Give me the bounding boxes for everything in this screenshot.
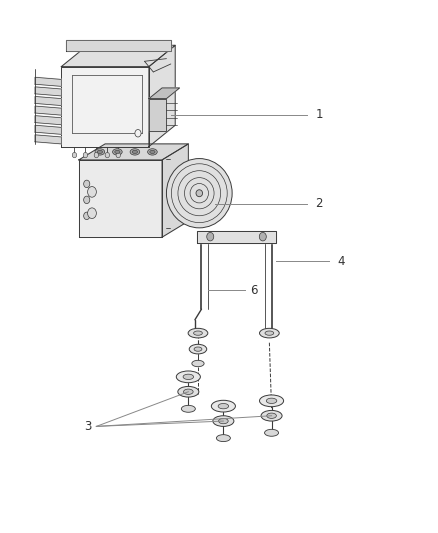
Circle shape — [259, 232, 266, 241]
Circle shape — [88, 187, 96, 197]
Ellipse shape — [113, 149, 122, 155]
Ellipse shape — [132, 150, 138, 154]
Circle shape — [94, 152, 99, 158]
Ellipse shape — [211, 400, 236, 412]
Ellipse shape — [265, 331, 274, 335]
Text: 4: 4 — [337, 255, 345, 268]
Polygon shape — [35, 87, 61, 96]
Polygon shape — [35, 135, 61, 144]
Ellipse shape — [265, 430, 279, 436]
Ellipse shape — [95, 149, 105, 155]
Text: 2: 2 — [315, 197, 323, 210]
Ellipse shape — [194, 331, 202, 335]
Polygon shape — [149, 99, 166, 131]
Ellipse shape — [218, 403, 229, 409]
Ellipse shape — [176, 371, 200, 383]
Ellipse shape — [166, 159, 232, 228]
Ellipse shape — [267, 413, 276, 418]
Polygon shape — [149, 88, 180, 99]
Ellipse shape — [183, 374, 194, 379]
Ellipse shape — [97, 150, 102, 154]
Ellipse shape — [266, 398, 277, 403]
Ellipse shape — [216, 435, 230, 441]
Ellipse shape — [184, 389, 193, 394]
Circle shape — [72, 152, 77, 158]
Ellipse shape — [259, 328, 279, 338]
Polygon shape — [35, 106, 61, 115]
Ellipse shape — [189, 344, 207, 354]
Circle shape — [83, 152, 88, 158]
Circle shape — [84, 196, 90, 204]
Text: 6: 6 — [250, 284, 257, 297]
Polygon shape — [79, 160, 162, 237]
Ellipse shape — [188, 328, 208, 338]
Polygon shape — [35, 116, 61, 125]
Polygon shape — [61, 45, 175, 67]
Ellipse shape — [150, 150, 155, 154]
Circle shape — [207, 232, 214, 241]
Polygon shape — [61, 67, 149, 147]
Polygon shape — [149, 45, 175, 147]
Polygon shape — [162, 144, 188, 237]
Circle shape — [105, 152, 110, 158]
Circle shape — [84, 180, 90, 188]
Circle shape — [116, 152, 120, 158]
Ellipse shape — [130, 149, 140, 155]
Ellipse shape — [148, 149, 157, 155]
Ellipse shape — [219, 418, 228, 424]
Polygon shape — [66, 40, 171, 51]
Polygon shape — [79, 144, 188, 160]
Ellipse shape — [259, 395, 284, 407]
Polygon shape — [35, 77, 61, 86]
Ellipse shape — [261, 410, 282, 421]
Ellipse shape — [181, 405, 195, 413]
Polygon shape — [35, 125, 61, 134]
Ellipse shape — [194, 347, 202, 351]
Ellipse shape — [213, 416, 234, 426]
Polygon shape — [35, 96, 61, 106]
Ellipse shape — [196, 190, 203, 197]
Circle shape — [135, 130, 141, 137]
Text: 1: 1 — [315, 108, 323, 121]
Circle shape — [88, 208, 96, 219]
Circle shape — [84, 212, 90, 220]
Text: 3: 3 — [85, 420, 92, 433]
Polygon shape — [197, 231, 276, 243]
Ellipse shape — [115, 150, 120, 154]
Ellipse shape — [178, 386, 199, 397]
Ellipse shape — [192, 360, 204, 367]
